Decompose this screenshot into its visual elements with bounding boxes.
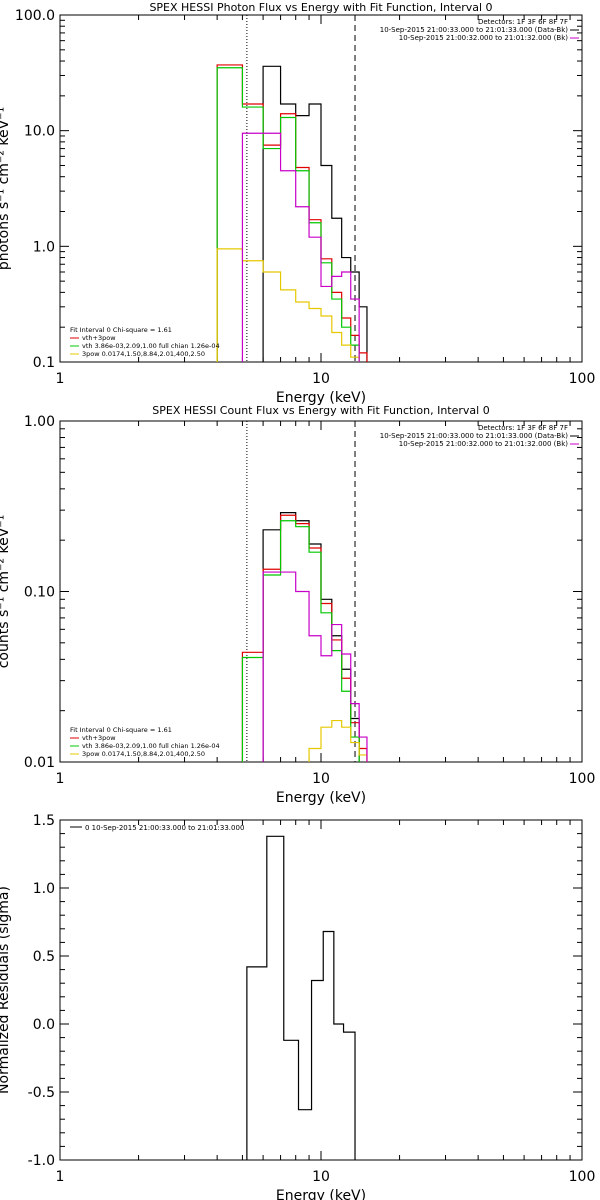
y-tick-label: 1.5: [33, 813, 55, 829]
series-vth-plus-3pow: [241, 514, 368, 762]
chart-panel-2: SPEX HESSI Count Flux vs Energy with Fit…: [0, 404, 595, 806]
chart-title: SPEX HESSI Photon Flux vs Energy with Fi…: [149, 1, 492, 14]
legend-entry: vth 3.86e-03,2.09,1.00 full chian 1.26e-…: [82, 742, 220, 750]
plot-area: [246, 835, 356, 1160]
legend-entry: 3pow 0.0174,1.50,8.84,2.01,400,2.50: [82, 750, 205, 758]
x-tick-label: 1: [56, 771, 65, 787]
x-tick-label: 1: [56, 371, 65, 387]
legend-entry: 3pow 0.0174,1.50,8.84,2.01,400,2.50: [82, 350, 205, 358]
chart-panel-1: SPEX HESSI Photon Flux vs Energy with Fi…: [0, 1, 595, 406]
legend-entry: Fit Interval 0 Chi-square = 1.61: [70, 326, 172, 334]
legend-entry: 10-Sep-2015 21:00:33.000 to 21:01:33.000…: [380, 432, 569, 440]
plot-frame: [59, 819, 583, 1161]
x-tick-label: 1: [56, 1169, 65, 1185]
x-axis-label: Energy (keV): [276, 390, 366, 406]
x-tick-label: 100: [569, 1169, 596, 1185]
y-tick-label: -0.5: [28, 1085, 55, 1101]
y-tick-label: 0.0: [33, 1017, 55, 1033]
series-background: [241, 132, 360, 362]
x-tick-label: 10: [312, 371, 330, 387]
x-axis-label: Energy (keV): [276, 790, 366, 806]
chart-title: SPEX HESSI Count Flux vs Energy with Fit…: [152, 404, 489, 417]
plot-area: [241, 512, 368, 762]
legend-entry: Detectors: 1F 3F 6F 8F 7F: [478, 18, 568, 26]
series-data: [262, 65, 368, 362]
legend-entry: vth+3pow: [82, 734, 116, 742]
y-axis-label: photons s⁻¹ cm⁻² keV⁻¹: [0, 107, 12, 270]
legend-entry: Detectors: 1F 3F 6F 8F 7F: [478, 424, 568, 432]
series-3pow: [216, 248, 360, 362]
y-tick-label: 10.0: [24, 124, 55, 140]
series-vth: [241, 520, 360, 762]
y-tick-label: 0.10: [24, 585, 55, 601]
legend-entry: 0 10-Sep-2015 21:00:33.000 to 21:01:33.0…: [85, 824, 244, 832]
y-axis-label: counts s⁻¹ cm⁻² keV⁻¹: [0, 515, 12, 669]
x-tick-label: 10: [312, 771, 330, 787]
chart-panel-3: 1 10 100 Energy (keV) -1.0 -0.5 0.0 0.5 1.0 1.5 No…: [0, 813, 595, 1200]
series-vth-plus-3pow: [216, 64, 368, 362]
x-tick-label: 10: [312, 1169, 330, 1185]
y-tick-label: 1.0: [33, 881, 55, 897]
x-axis-label: Energy (keV): [276, 1188, 366, 1200]
y-tick-label: 0.5: [33, 949, 55, 965]
x-tick-label: 100: [569, 371, 596, 387]
y-tick-label: -1.0: [28, 1153, 55, 1169]
series-background: [262, 571, 368, 762]
legend-entry: 10-Sep-2015 21:00:32.000 to 21:01:32.000…: [399, 440, 569, 448]
legend-entry: 10-Sep-2015 21:00:33.000 to 21:01:33.000…: [380, 26, 569, 34]
legend-entry: Fit Interval 0 Chi-square = 1.61: [70, 726, 172, 734]
x-tick-label: 100: [569, 771, 596, 787]
y-tick-label: 0.01: [24, 755, 55, 771]
y-tick-label: 0.1: [33, 355, 55, 371]
legend-entry: vth 3.86e-03,2.09,1.00 full chian 1.26e-…: [82, 342, 220, 350]
series-vth: [216, 67, 360, 362]
y-tick-label: 1.0: [33, 239, 55, 255]
y-axis-label: Normalized Residuals (sigma): [0, 886, 12, 1094]
plot-area: [216, 64, 368, 362]
series-3pow: [308, 719, 368, 762]
legend-entry: vth+3pow: [82, 334, 116, 342]
series-data: [246, 835, 356, 1160]
series-data: [262, 512, 360, 762]
y-tick-label: 1.00: [24, 414, 55, 430]
legend-entry: 10-Sep-2015 21:00:32.000 to 21:01:32.000…: [399, 34, 569, 42]
y-tick-label: 100.0: [15, 8, 55, 24]
